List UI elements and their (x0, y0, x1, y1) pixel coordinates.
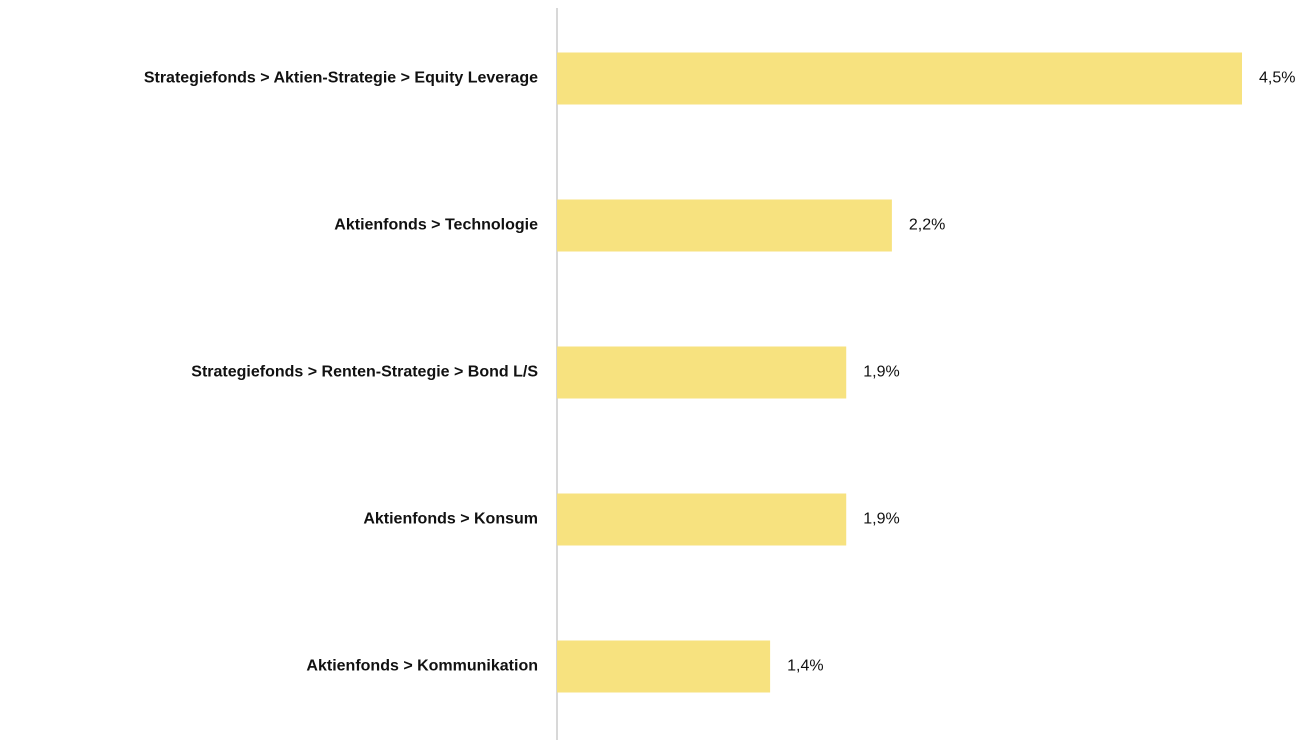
bar (557, 199, 892, 252)
value-label: 1,9% (863, 364, 899, 381)
category-label: Aktienfonds > Technologie (334, 217, 538, 234)
bar (557, 52, 1242, 105)
bar (557, 640, 771, 693)
value-label: 2,2% (909, 217, 945, 234)
category-label: Strategiefonds > Renten-Strategie > Bond… (191, 364, 538, 381)
category-label: Aktienfonds > Kommunikation (306, 658, 538, 675)
bar (557, 493, 847, 546)
category-label: Strategiefonds > Aktien-Strategie > Equi… (144, 70, 538, 87)
bar (557, 346, 847, 399)
category-label: Aktienfonds > Konsum (363, 511, 538, 528)
value-label: 4,5% (1259, 70, 1295, 87)
value-label: 1,4% (787, 658, 823, 675)
value-label: 1,9% (863, 511, 899, 528)
